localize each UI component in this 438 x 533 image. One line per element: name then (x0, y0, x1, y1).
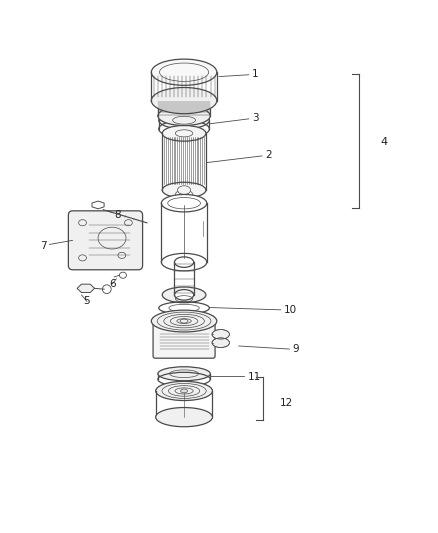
FancyBboxPatch shape (153, 319, 215, 358)
Text: 3: 3 (210, 113, 258, 124)
Ellipse shape (155, 408, 212, 427)
Ellipse shape (162, 287, 206, 303)
Ellipse shape (151, 87, 217, 114)
Polygon shape (77, 284, 95, 293)
Ellipse shape (161, 253, 207, 271)
Text: 1: 1 (219, 69, 258, 79)
Ellipse shape (158, 367, 210, 381)
Text: 4: 4 (381, 137, 388, 147)
Text: 11: 11 (210, 372, 261, 382)
Ellipse shape (212, 329, 230, 339)
Ellipse shape (162, 125, 206, 141)
Text: 5: 5 (81, 295, 90, 306)
Ellipse shape (151, 310, 217, 332)
Ellipse shape (158, 106, 210, 125)
Ellipse shape (177, 186, 191, 195)
Ellipse shape (159, 111, 209, 129)
Text: 12: 12 (280, 398, 293, 408)
Ellipse shape (155, 381, 212, 400)
Text: 9: 9 (239, 344, 299, 354)
Ellipse shape (174, 289, 194, 300)
Ellipse shape (161, 195, 207, 212)
Ellipse shape (158, 91, 210, 110)
Text: 2: 2 (207, 150, 272, 163)
Ellipse shape (168, 198, 201, 209)
Text: 10: 10 (210, 305, 297, 315)
Ellipse shape (162, 182, 206, 198)
FancyBboxPatch shape (68, 211, 143, 270)
Ellipse shape (174, 257, 194, 268)
Text: 6: 6 (109, 279, 117, 289)
Ellipse shape (212, 338, 230, 348)
Ellipse shape (151, 59, 217, 85)
Text: 8: 8 (108, 210, 121, 220)
Ellipse shape (180, 389, 187, 393)
Text: 7: 7 (40, 240, 73, 251)
